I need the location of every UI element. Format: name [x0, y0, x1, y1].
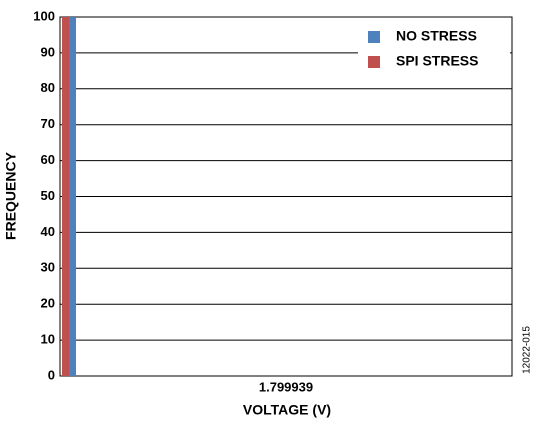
y-tick-label: 0: [48, 367, 55, 382]
y-tick-label: 10: [41, 332, 55, 347]
x-tick-label: 1.799939: [259, 379, 313, 394]
bar: [69, 17, 76, 376]
legend-swatch: [368, 56, 380, 68]
figure-id: 12022-015: [522, 326, 533, 374]
legend-box: [358, 25, 510, 77]
y-tick-label: 30: [41, 260, 55, 275]
y-tick-label: 70: [41, 116, 55, 131]
legend-swatch: [368, 31, 380, 43]
y-tick-label: 90: [41, 44, 55, 59]
legend-label: SPI STRESS: [396, 53, 478, 69]
bar: [62, 17, 69, 376]
y-axis-label: FREQUENCY: [3, 151, 19, 240]
y-tick-label: 100: [33, 8, 55, 23]
y-tick-label: 60: [41, 152, 55, 167]
legend-label: NO STRESS: [396, 28, 477, 44]
y-tick-label: 80: [41, 80, 55, 95]
y-tick-label: 50: [41, 188, 55, 203]
y-tick-label: 20: [41, 296, 55, 311]
plot-frame: [59, 16, 513, 377]
x-axis-label: VOLTAGE (V): [243, 402, 331, 418]
y-tick-label: 40: [41, 224, 55, 239]
